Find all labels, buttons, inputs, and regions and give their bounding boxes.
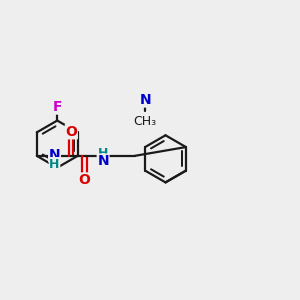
- Text: O: O: [79, 173, 91, 187]
- Text: H: H: [98, 147, 108, 160]
- Text: CH₃: CH₃: [134, 115, 157, 128]
- Text: N: N: [139, 93, 151, 107]
- Text: O: O: [65, 125, 77, 139]
- Text: H: H: [49, 158, 60, 171]
- Text: F: F: [52, 100, 62, 114]
- Text: N: N: [49, 148, 60, 162]
- Text: N: N: [97, 154, 109, 168]
